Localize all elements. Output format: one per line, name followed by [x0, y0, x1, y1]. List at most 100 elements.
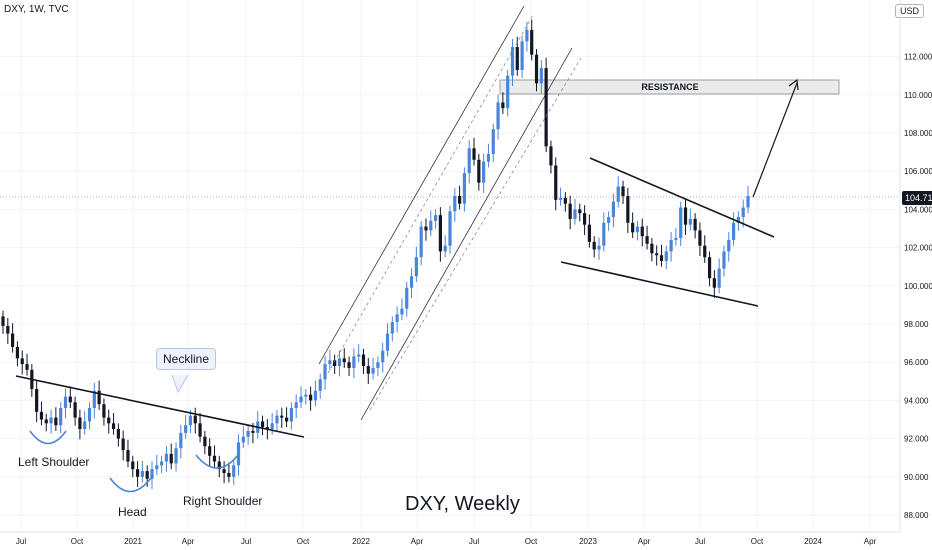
right-shoulder-arc — [195, 454, 239, 469]
candle-body — [6, 325, 10, 334]
candle-body — [501, 102, 505, 109]
left-shoulder-arc — [29, 430, 67, 445]
candle-body — [73, 402, 77, 418]
candle-body — [390, 322, 394, 334]
candle-body — [731, 222, 736, 240]
candle-body — [400, 308, 404, 315]
candle-body — [227, 472, 231, 477]
candle-body — [621, 186, 625, 197]
y-tick-label: 98.000 — [904, 320, 929, 329]
candle-body — [49, 417, 53, 424]
candle-body — [174, 448, 178, 464]
candle-body — [506, 75, 510, 109]
y-tick-label: 110.000 — [904, 91, 932, 100]
candle-body — [371, 367, 375, 374]
candle-body — [102, 404, 106, 418]
candle-body — [35, 388, 39, 412]
channel-lower-dashed — [369, 57, 582, 411]
candle-body — [323, 364, 327, 380]
candle-body — [155, 465, 159, 470]
candle-body — [59, 408, 63, 426]
candle-body — [361, 354, 366, 367]
candle-body — [607, 217, 611, 223]
x-tick-label: Jul — [695, 537, 705, 546]
candle-body — [482, 161, 486, 183]
candle-body — [679, 207, 683, 239]
candle-body — [184, 425, 188, 433]
candle-body — [395, 314, 399, 323]
candle-body — [645, 236, 649, 244]
candle-body — [140, 471, 144, 477]
candle-body — [313, 390, 318, 401]
head-label: Head — [118, 505, 147, 519]
price-scale-background[interactable] — [900, 0, 932, 532]
candle-body — [280, 415, 284, 418]
candle-body — [385, 333, 390, 351]
candle-body — [270, 423, 274, 430]
candle-body — [563, 197, 567, 204]
candle-body — [477, 159, 481, 183]
candle-body — [11, 333, 15, 347]
candle-body — [15, 346, 20, 359]
candle-body — [568, 203, 572, 219]
y-tick-label: 106.000 — [904, 167, 932, 176]
candle-body — [121, 438, 125, 451]
candle-body — [616, 186, 620, 202]
y-tick-label: 94.000 — [904, 396, 929, 405]
candle-body — [318, 379, 322, 391]
y-tick-label: 100.000 — [904, 282, 932, 291]
candle-body — [299, 396, 303, 403]
candle-body — [116, 429, 120, 439]
candle-body — [525, 29, 529, 42]
candle-body — [592, 241, 596, 250]
candle-body — [534, 54, 539, 84]
candle-body — [203, 436, 207, 447]
candle-body — [309, 394, 313, 401]
candle-body — [578, 209, 582, 214]
candle-body — [655, 253, 659, 256]
candle-body — [232, 465, 236, 477]
candle-body — [631, 222, 635, 233]
candle-body — [376, 362, 380, 368]
candle-body — [712, 278, 716, 288]
candle-body — [520, 41, 524, 70]
left-shoulder-label: Left Shoulder — [18, 455, 90, 469]
candle-body — [688, 218, 692, 225]
candle-body — [582, 213, 587, 225]
candle-body — [722, 251, 726, 269]
candle-body — [448, 211, 452, 246]
candle-body — [284, 417, 289, 422]
candle-body — [304, 394, 308, 397]
candle-body — [39, 411, 44, 420]
candle-body — [342, 358, 346, 363]
candle-body — [188, 415, 193, 426]
neckline-callout: Neckline — [156, 348, 217, 370]
candle-body — [597, 245, 601, 250]
candle-body — [640, 226, 644, 237]
x-tick-label: 2022 — [352, 537, 370, 546]
y-tick-label: 104.000 — [904, 205, 932, 214]
target-arrow-head — [788, 78, 799, 91]
y-axis-labels: 88.000 90.000 92.000 94.000 96.000 98.000 100.… — [904, 53, 932, 520]
candle-body — [352, 356, 356, 368]
ticker-label: DXY, 1W, TVC — [4, 4, 69, 15]
candle-body — [193, 415, 197, 424]
channel-upper-dashed — [327, 14, 534, 374]
candle-body — [746, 196, 750, 208]
x-tick-label: 2021 — [124, 537, 142, 546]
horizontal-gridlines — [0, 56, 900, 516]
wedge-lower-line — [560, 261, 759, 307]
candle-body — [544, 68, 548, 147]
currency-button[interactable]: USD — [894, 4, 924, 18]
candle-body — [462, 173, 467, 204]
candle-body — [92, 390, 96, 409]
candle-body — [63, 396, 68, 409]
candle-body — [741, 207, 745, 218]
candle-body — [602, 222, 606, 246]
candle-body — [198, 423, 202, 437]
x-tick-label: 2023 — [579, 537, 597, 546]
candle-body — [443, 245, 447, 252]
y-tick-label: 112.000 — [904, 53, 932, 62]
x-tick-label: Oct — [751, 537, 764, 546]
